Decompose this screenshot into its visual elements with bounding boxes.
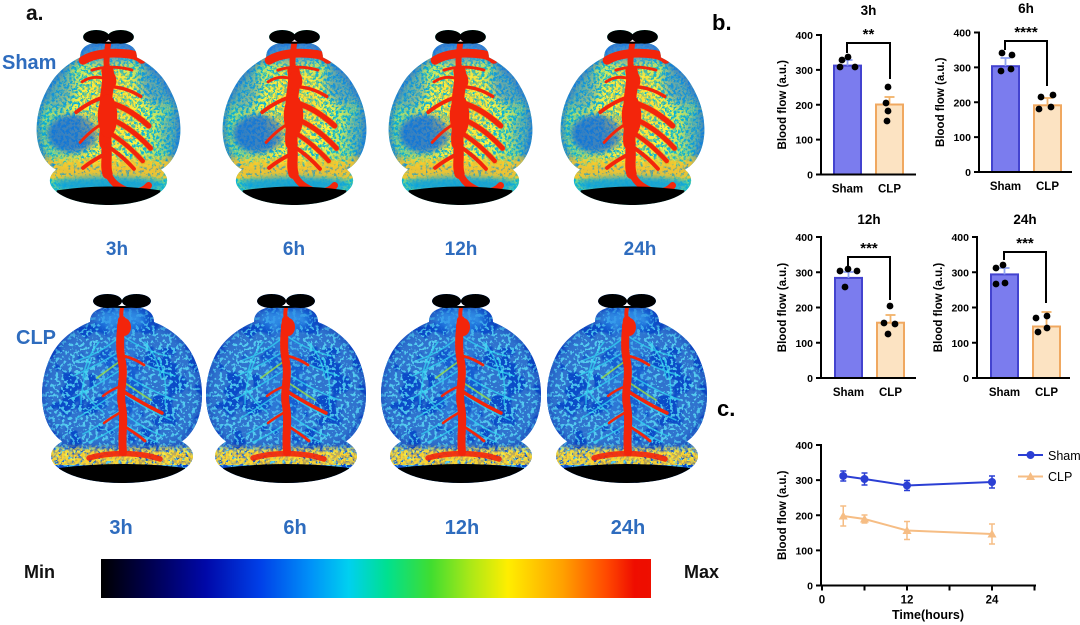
svg-text:Sham: Sham [833,387,864,399]
svg-text:Sham: Sham [990,181,1021,193]
svg-text:100: 100 [795,135,813,147]
svg-text:400: 400 [953,28,971,40]
svg-text:Blood flow (a.u.): Blood flow (a.u.) [777,263,789,353]
svg-text:Sham: Sham [989,387,1020,399]
svg-text:c.: c. [717,396,735,421]
svg-text:24: 24 [986,595,999,607]
svg-text:100: 100 [795,338,813,350]
svg-text:Blood flow (a.u.): Blood flow (a.u.) [777,60,789,150]
svg-text:b.: b. [712,10,732,35]
svg-text:300: 300 [795,267,813,279]
svg-text:0: 0 [819,595,825,607]
svg-text:****: **** [1014,24,1038,41]
svg-text:200: 200 [795,510,813,522]
svg-text:100: 100 [951,338,969,350]
svg-text:24h: 24h [1013,212,1036,227]
svg-text:200: 200 [795,100,813,112]
svg-text:12: 12 [901,595,914,607]
svg-text:300: 300 [795,475,813,487]
svg-text:400: 400 [795,30,813,42]
svg-text:3h: 3h [861,3,877,18]
svg-text:0: 0 [807,170,813,182]
svg-text:200: 200 [953,97,971,109]
svg-text:12h: 12h [857,212,880,227]
svg-text:100: 100 [795,545,813,557]
svg-text:***: *** [860,240,878,257]
svg-text:400: 400 [795,232,813,244]
svg-text:0: 0 [807,373,813,385]
svg-text:***: *** [1016,235,1034,252]
svg-text:Blood flow (a.u.): Blood flow (a.u.) [935,57,947,147]
svg-text:200: 200 [951,303,969,315]
svg-text:0: 0 [965,167,971,179]
svg-text:Sham: Sham [1048,449,1080,463]
svg-text:0: 0 [963,373,969,385]
svg-text:**: ** [863,26,875,43]
svg-text:Time(hours): Time(hours) [892,608,964,622]
svg-text:400: 400 [795,440,813,452]
svg-text:CLP: CLP [1035,387,1058,399]
svg-text:CLP: CLP [1048,470,1072,484]
svg-text:400: 400 [951,232,969,244]
svg-text:Blood flow (a.u.): Blood flow (a.u.) [933,263,945,353]
svg-text:300: 300 [953,62,971,74]
svg-text:6h: 6h [1018,1,1034,16]
svg-text:Blood flow (a.u.): Blood flow (a.u.) [777,470,789,560]
svg-text:300: 300 [951,267,969,279]
svg-text:100: 100 [953,132,971,144]
svg-text:CLP: CLP [1036,181,1059,193]
svg-text:Sham: Sham [832,184,863,196]
svg-text:200: 200 [795,303,813,315]
svg-text:300: 300 [795,65,813,77]
svg-text:CLP: CLP [878,184,901,196]
svg-text:CLP: CLP [879,387,902,399]
svg-text:0: 0 [807,581,813,593]
